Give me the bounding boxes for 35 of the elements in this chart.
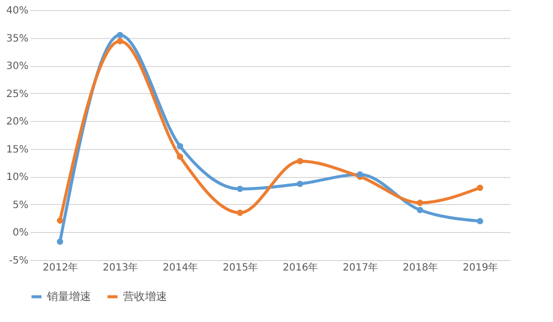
point: [236, 210, 244, 216]
y-tick-label: 0%: [12, 228, 28, 239]
x-tick-label: 2017年: [342, 262, 378, 274]
point: [416, 206, 424, 214]
point: [416, 200, 424, 206]
point: [116, 32, 124, 38]
legend-label: 营收增速: [123, 290, 167, 303]
x-tick-label: 2016年: [282, 262, 318, 274]
x-tick-label: 2013年: [102, 262, 138, 274]
x-tick-label: 2019年: [462, 262, 498, 274]
point: [476, 218, 484, 224]
y-tick-label: 35%: [6, 33, 28, 44]
point: [296, 180, 304, 188]
point: [356, 171, 364, 178]
point: [176, 142, 184, 150]
point: [236, 186, 244, 192]
y-tick-label: -5%: [9, 256, 28, 266]
point: [56, 217, 64, 224]
y-tick-label: 40%: [6, 6, 28, 16]
point: [176, 154, 184, 160]
point: [476, 184, 484, 191]
x-tick-label: 2012年: [42, 262, 78, 274]
y-tick-label: 25%: [6, 88, 28, 100]
legend-label: 销量增速: [46, 290, 91, 303]
y-tick-label: 20%: [6, 116, 28, 128]
y-tick-label: 10%: [6, 172, 28, 184]
x-tick-label: 2015年: [222, 262, 258, 274]
x-tick-label: 2014年: [162, 262, 198, 274]
point: [56, 238, 64, 245]
point: [116, 38, 124, 44]
y-tick-label: 30%: [6, 61, 28, 72]
y-tick-label: 5%: [12, 200, 28, 211]
point: [296, 158, 304, 164]
x-tick-label: 2018年: [402, 262, 438, 274]
y-tick-label: 15%: [6, 144, 28, 156]
